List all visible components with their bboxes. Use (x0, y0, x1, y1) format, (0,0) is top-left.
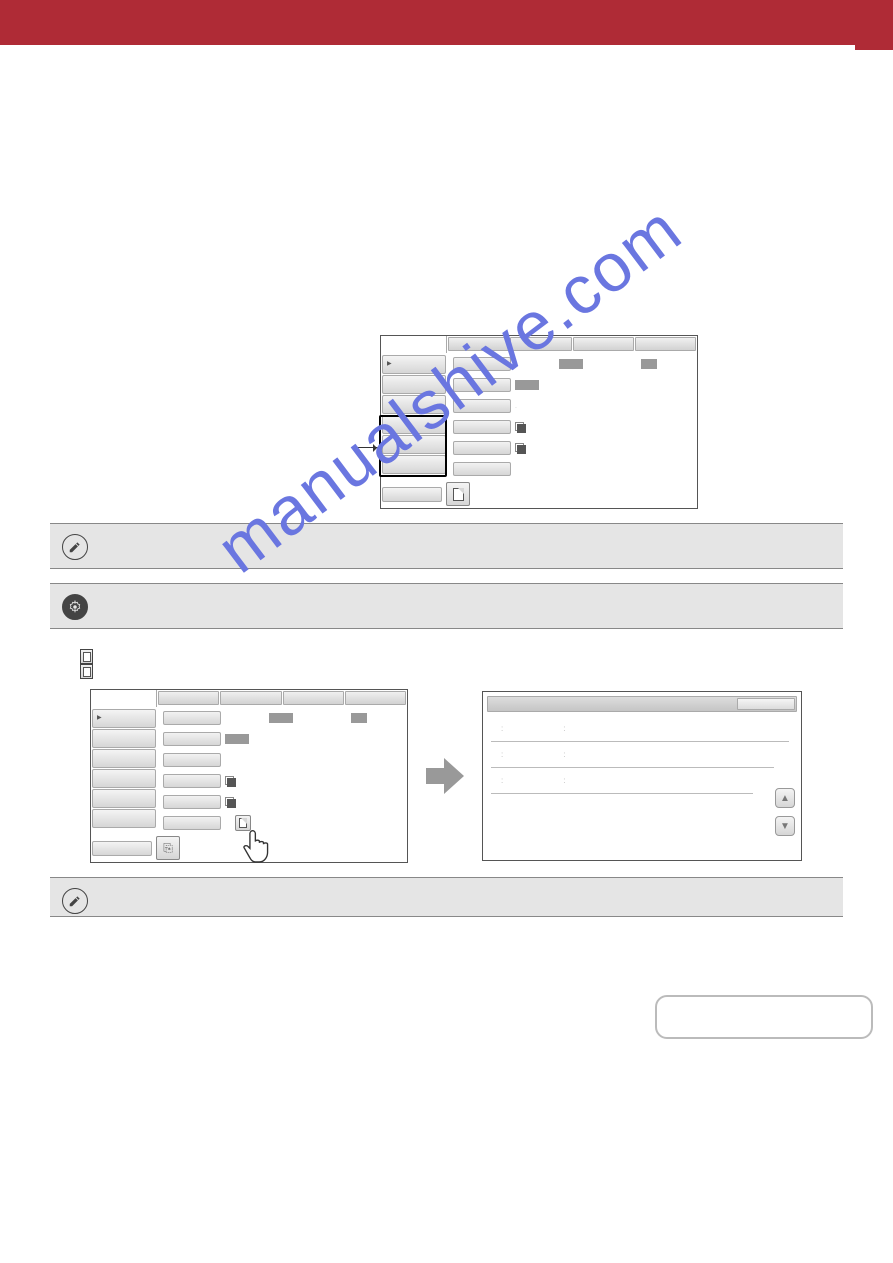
sidebar-item[interactable] (382, 355, 446, 374)
tab[interactable] (510, 337, 571, 351)
tab[interactable] (573, 337, 634, 351)
field[interactable] (163, 753, 221, 767)
next-arrow-icon (424, 755, 466, 797)
gear-icon (62, 594, 88, 620)
sidebar-item[interactable] (92, 789, 156, 808)
sidebar (381, 353, 447, 480)
field[interactable] (163, 711, 221, 725)
tab[interactable] (220, 691, 281, 705)
hand-cursor-icon (237, 828, 271, 866)
info-row: :: (491, 742, 774, 768)
field[interactable] (453, 357, 511, 371)
highlight-box (379, 415, 447, 477)
info-panel: :: :: :: ▲ ▼ (482, 691, 802, 861)
pencil-icon (62, 534, 88, 560)
tab[interactable] (448, 337, 509, 351)
tab-bar (447, 336, 697, 353)
info-icon-inline (80, 649, 93, 664)
info-label: : (501, 750, 503, 759)
callout-arrow (352, 447, 380, 448)
field[interactable] (453, 441, 511, 455)
page-icon (239, 818, 247, 828)
sidebar-item[interactable] (92, 749, 156, 768)
sidebar-item[interactable] (92, 709, 156, 728)
field[interactable] (453, 378, 511, 392)
info-row: :: (491, 768, 753, 794)
page-content: . (0, 45, 893, 1057)
field[interactable] (163, 816, 221, 830)
field[interactable] (453, 462, 511, 476)
chip (515, 380, 539, 390)
info-row: :: (491, 716, 789, 742)
page-icon-button[interactable]: ⎘ (156, 836, 180, 860)
chip (641, 359, 657, 369)
stack-icon (225, 776, 235, 786)
stack-icon (225, 797, 235, 807)
stack-icon (515, 422, 525, 432)
ui-panel-2: ⎘ (90, 689, 408, 863)
sidebar-item[interactable] (92, 729, 156, 748)
info-icon-inline (80, 664, 93, 679)
header-bar (0, 0, 893, 43)
chip (559, 359, 583, 369)
sidebar-item[interactable] (382, 375, 446, 394)
info-value: : (563, 776, 565, 785)
ui-panel-1: . (380, 335, 698, 509)
note-bar-pencil (50, 523, 843, 569)
info-panel-header (487, 696, 797, 712)
stack-icon (515, 443, 525, 453)
close-button[interactable] (737, 698, 795, 710)
tab[interactable] (283, 691, 344, 705)
info-label: : (501, 724, 503, 733)
sidebar-item[interactable] (92, 769, 156, 788)
field[interactable] (163, 732, 221, 746)
footer-button[interactable] (382, 487, 442, 502)
footer-button[interactable] (92, 841, 152, 856)
chip (225, 734, 249, 744)
chip (269, 713, 293, 723)
contents-button[interactable] (655, 995, 873, 1039)
info-label: : (501, 776, 503, 785)
field[interactable] (163, 774, 221, 788)
page-icon-button[interactable] (446, 482, 470, 506)
header-tab (855, 0, 893, 50)
pencil-icon (62, 888, 88, 914)
page-icon (453, 488, 464, 501)
tab[interactable] (635, 337, 696, 351)
note-bar-gear (50, 583, 843, 629)
info-value: : (563, 724, 565, 733)
scroll-up-button[interactable]: ▲ (775, 788, 795, 808)
info-row (491, 794, 753, 820)
field[interactable] (163, 795, 221, 809)
scroll-down-icon: ▼ (780, 821, 790, 832)
tab[interactable] (345, 691, 406, 705)
sidebar-item[interactable] (92, 809, 156, 828)
chip (351, 713, 367, 723)
sidebar-item[interactable] (382, 395, 446, 414)
field[interactable] (453, 399, 511, 413)
field[interactable] (453, 420, 511, 434)
scroll-up-icon: ▲ (780, 793, 790, 804)
info-value: : (563, 750, 565, 759)
note-bar-pencil-2 (50, 877, 843, 917)
scroll-down-button[interactable]: ▼ (775, 816, 795, 836)
tab[interactable] (158, 691, 219, 705)
